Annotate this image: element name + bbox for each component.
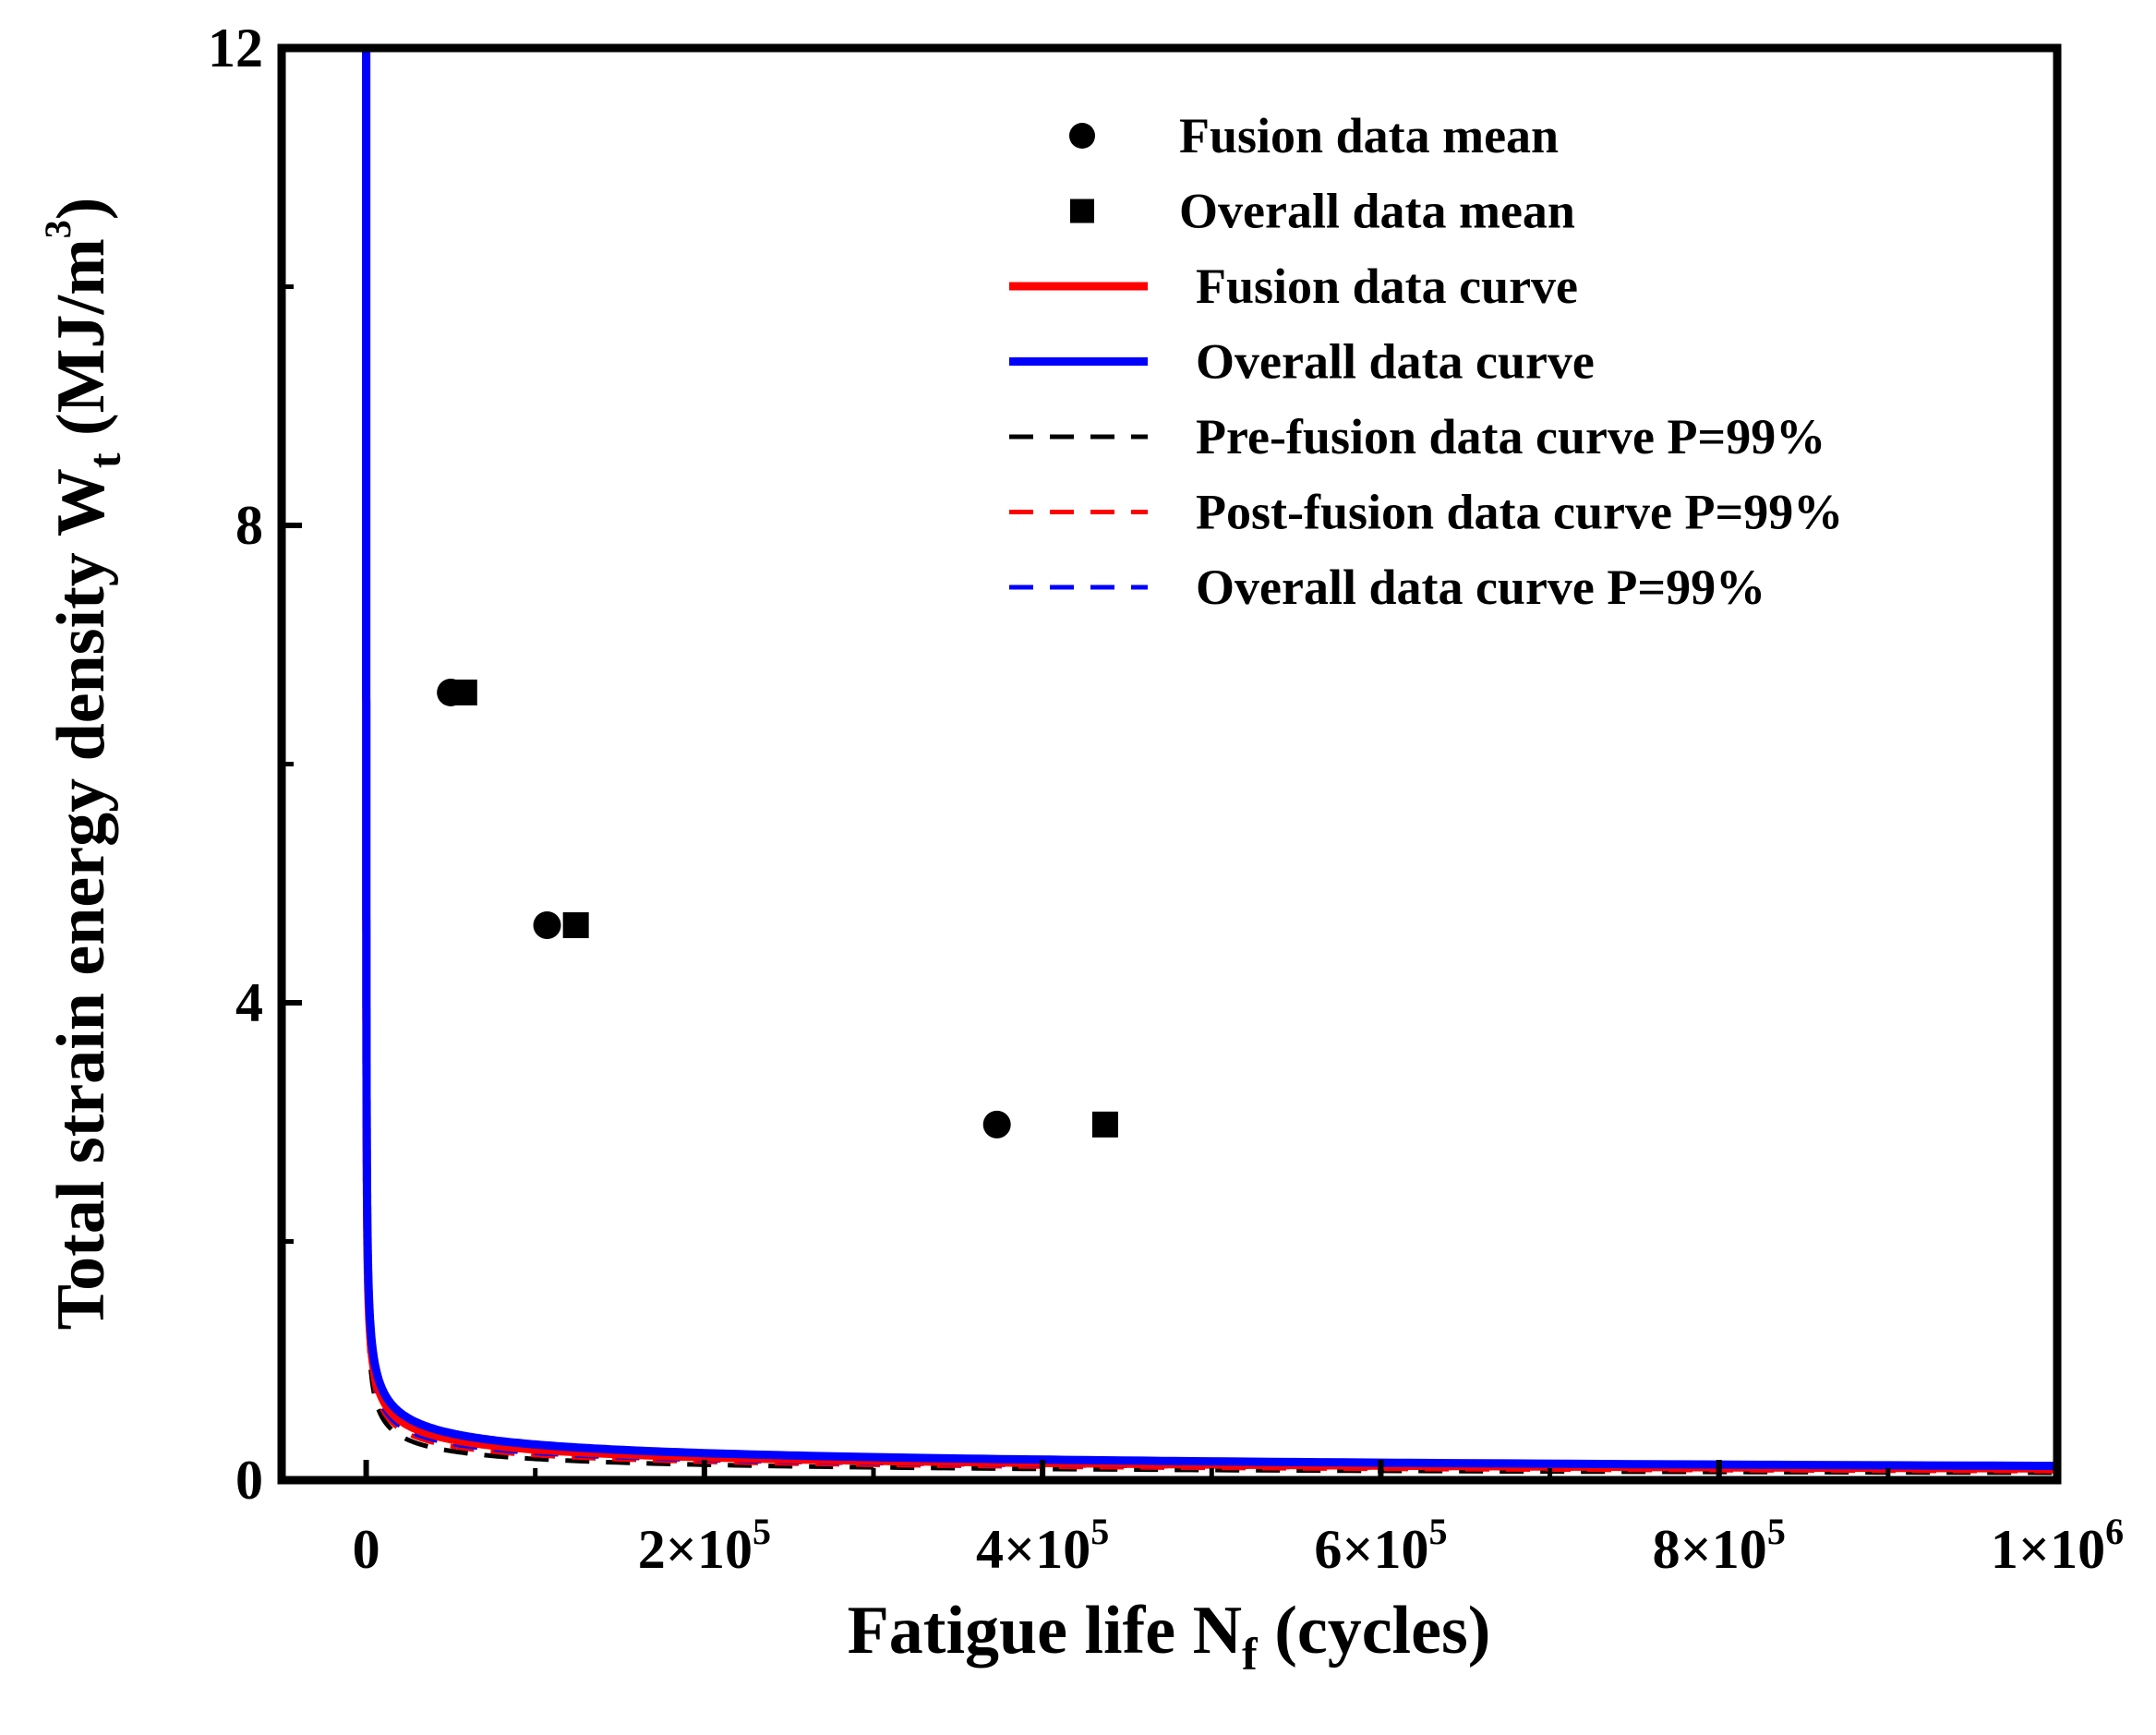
- x-tick-label: 1×106: [1991, 1511, 2124, 1580]
- legend-label-fusion-data-mean: Fusion data mean: [1179, 108, 1559, 163]
- y-axis-title: Total strain energy density Wt (MJ/m3): [37, 198, 130, 1331]
- y-tick-label: 0: [235, 1450, 263, 1511]
- x-tick-label: 0: [353, 1519, 380, 1580]
- legend-symbol-overall-data-mean: [1070, 199, 1094, 223]
- y-tick-label: 4: [235, 972, 263, 1033]
- x-tick-label: 2×105: [638, 1511, 771, 1580]
- x-tick-label: 4×105: [976, 1511, 1109, 1580]
- x-axis-title: Fatigue life Nf (cycles): [848, 1593, 1491, 1680]
- curves-layer: [362, 48, 2057, 1476]
- fusion-mean-point: [982, 1110, 1011, 1139]
- overall-mean-point: [451, 679, 477, 705]
- legend-label-pre-fusion-data-curve-p-99: Pre-fusion data curve P=99%: [1196, 409, 1825, 464]
- markers-layer: [437, 678, 1118, 1139]
- x-tick-label: 6×105: [1314, 1511, 1447, 1580]
- x-tick-label: 8×105: [1653, 1511, 1786, 1580]
- legend-label-post-fusion-data-curve-p-99: Post-fusion data curve P=99%: [1196, 485, 1843, 540]
- x-axis-ticks: 0 2×105 4×105 6×105 8×105 1×106: [353, 1460, 2124, 1580]
- legend-label-overall-data-mean: Overall data mean: [1179, 184, 1575, 239]
- y-tick-label: 12: [208, 18, 263, 78]
- y-axis-ticks: 0 4 8 12: [208, 18, 302, 1511]
- overall-mean-point: [1091, 1111, 1118, 1138]
- legend-symbol-fusion-data-mean: [1069, 123, 1095, 149]
- overall-mean-point: [562, 911, 589, 938]
- fusion-mean-point: [533, 910, 561, 939]
- series-overall-data-curve: [362, 48, 2057, 1471]
- y-tick-label: 8: [235, 495, 263, 556]
- legend-label-overall-data-curve-p-99: Overall data curve P=99%: [1196, 560, 1765, 615]
- legend-label-fusion-data-curve: Fusion data curve: [1196, 259, 1578, 314]
- legend: Fusion data mean Overall data mean Fusion …: [1009, 108, 1843, 615]
- plot-frame: [277, 43, 2062, 1485]
- legend-label-overall-data-curve: Overall data curve: [1196, 334, 1595, 390]
